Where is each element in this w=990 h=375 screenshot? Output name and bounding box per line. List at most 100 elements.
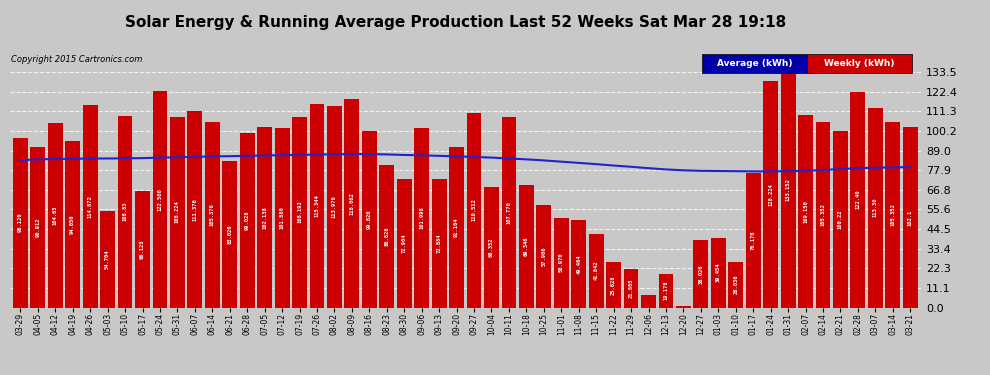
Text: 41.842: 41.842 [594, 261, 599, 280]
Bar [798, 115, 813, 308]
Text: 101.880: 101.880 [279, 206, 284, 229]
Bar [519, 185, 534, 308]
Bar [362, 132, 377, 308]
Bar [816, 122, 831, 308]
Text: 104.65: 104.65 [52, 206, 57, 225]
Text: Weekly (kWh): Weekly (kWh) [824, 59, 895, 68]
Text: 96.120: 96.120 [18, 213, 23, 232]
Text: 49.464: 49.464 [576, 254, 581, 274]
Bar [589, 234, 604, 308]
Text: 38.026: 38.026 [698, 264, 703, 284]
Text: 113.30: 113.30 [873, 198, 878, 217]
Text: 105.376: 105.376 [210, 203, 215, 226]
Bar [711, 238, 726, 308]
Bar [850, 92, 865, 308]
Text: 21.805: 21.805 [629, 279, 634, 298]
Bar [345, 99, 359, 308]
Bar [240, 133, 254, 308]
Text: 72.884: 72.884 [437, 234, 442, 253]
Text: 94.650: 94.650 [70, 214, 75, 234]
Text: 39.454: 39.454 [716, 263, 721, 282]
Text: 105.352: 105.352 [890, 203, 895, 226]
Bar [502, 117, 517, 308]
Bar [48, 123, 62, 308]
Text: 99.820: 99.820 [367, 210, 372, 229]
Text: 72.904: 72.904 [402, 234, 407, 253]
Bar [187, 111, 202, 308]
Bar [903, 128, 918, 308]
Text: 76.176: 76.176 [750, 231, 755, 250]
Text: 114.872: 114.872 [88, 195, 93, 217]
Bar [729, 262, 743, 308]
Text: 110.512: 110.512 [471, 199, 476, 221]
Bar [624, 269, 639, 308]
Text: 25.628: 25.628 [611, 275, 616, 295]
Bar [833, 131, 847, 308]
Bar [135, 191, 149, 308]
Text: 19.178: 19.178 [663, 281, 668, 300]
Text: 91.164: 91.164 [454, 217, 459, 237]
Bar [537, 206, 551, 308]
Bar [693, 240, 708, 308]
Bar [310, 104, 325, 308]
Bar [466, 112, 481, 308]
Bar [31, 147, 46, 308]
Bar [763, 81, 778, 308]
Text: 83.020: 83.020 [228, 225, 233, 244]
Text: Solar Energy & Running Average Production Last 52 Weeks Sat Mar 28 19:18: Solar Energy & Running Average Productio… [125, 15, 786, 30]
Bar [885, 122, 900, 308]
Bar [257, 128, 272, 308]
Bar [65, 141, 80, 308]
Bar [152, 92, 167, 308]
Text: 102.138: 102.138 [262, 206, 267, 229]
Bar [100, 211, 115, 308]
Text: 108.224: 108.224 [175, 201, 180, 223]
Text: 108.83: 108.83 [123, 202, 128, 221]
Bar [83, 105, 98, 308]
Bar [414, 128, 429, 308]
Bar [745, 173, 760, 308]
FancyBboxPatch shape [702, 54, 807, 73]
Text: 66.128: 66.128 [140, 240, 145, 259]
Text: 68.352: 68.352 [489, 237, 494, 257]
Bar [274, 128, 289, 308]
Text: Average (kWh): Average (kWh) [717, 59, 792, 68]
Text: Copyright 2015 Cartronics.com: Copyright 2015 Cartronics.com [11, 55, 143, 64]
Text: 109.150: 109.150 [803, 200, 808, 223]
Text: 122.40: 122.40 [855, 190, 860, 209]
Text: 57.906: 57.906 [542, 247, 546, 266]
Bar [118, 116, 133, 308]
Text: 118.062: 118.062 [349, 192, 354, 215]
Bar [553, 217, 568, 308]
Bar [868, 108, 883, 307]
Text: 26.036: 26.036 [734, 275, 739, 294]
Text: 111.376: 111.376 [192, 198, 197, 220]
Bar [658, 274, 673, 308]
Bar [781, 73, 796, 308]
Text: 102.1: 102.1 [908, 209, 913, 226]
Text: 100.22: 100.22 [838, 209, 842, 229]
Bar [379, 165, 394, 308]
Bar [449, 147, 464, 308]
Text: 105.352: 105.352 [821, 203, 826, 226]
Text: 108.192: 108.192 [297, 201, 302, 223]
Bar [13, 138, 28, 308]
Text: 133.152: 133.152 [786, 179, 791, 201]
Text: 113.978: 113.978 [332, 196, 337, 218]
Bar [223, 161, 238, 308]
Bar [170, 117, 185, 308]
Text: 128.224: 128.224 [768, 183, 773, 206]
Text: 69.346: 69.346 [524, 237, 529, 256]
Bar [676, 306, 691, 308]
Text: 107.770: 107.770 [507, 201, 512, 224]
Bar [397, 179, 412, 308]
Bar [292, 117, 307, 308]
Text: 50.970: 50.970 [558, 253, 563, 272]
Bar [327, 106, 342, 308]
Bar [642, 296, 656, 307]
Bar [606, 262, 621, 308]
Text: 99.028: 99.028 [245, 210, 249, 230]
Text: 101.998: 101.998 [419, 206, 424, 229]
Text: 80.826: 80.826 [384, 226, 389, 246]
FancyBboxPatch shape [807, 54, 912, 73]
